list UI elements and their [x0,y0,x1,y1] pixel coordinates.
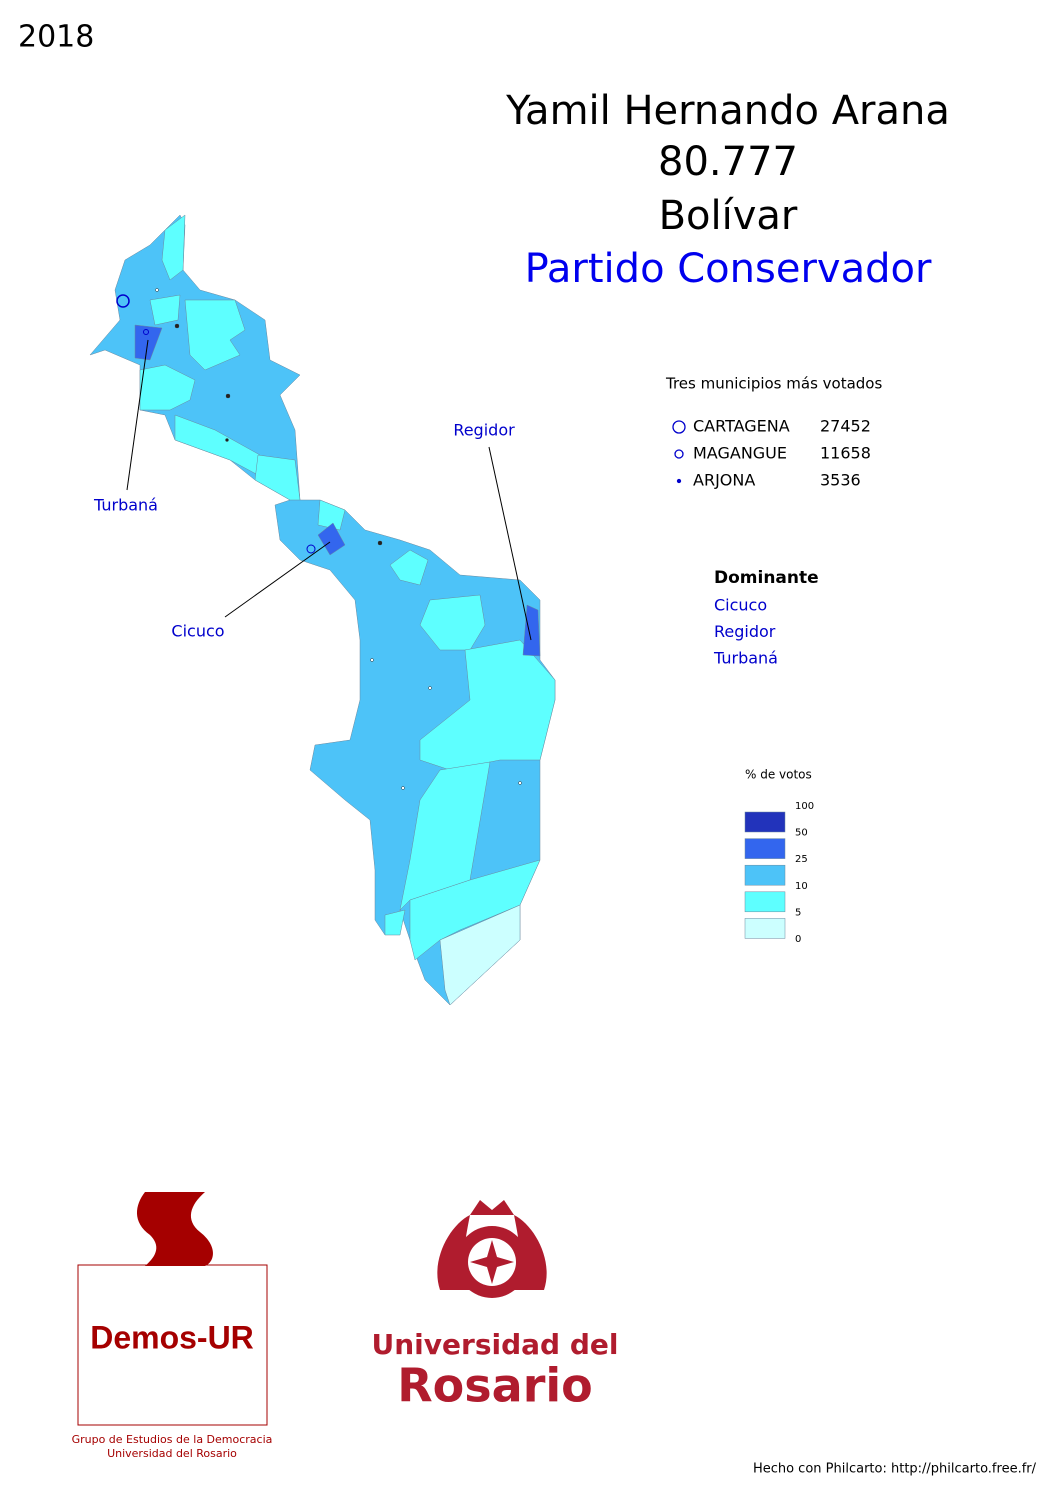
dot [518,781,522,785]
top-name: MAGANGUE [693,444,787,463]
leader-line [224,541,331,618]
region [184,299,246,371]
candidate: Yamil Hernando Arana [505,88,950,134]
map-label: Regidor [453,421,515,440]
top-symbol [676,478,682,484]
map-label: Cicuco [171,622,224,641]
top-marker [143,329,149,335]
region [139,364,196,411]
rosario-logo: Universidad del Rosario [372,1200,619,1413]
dominant-item: Cicuco [714,596,767,615]
top-title: Tres municipios más votados [665,375,882,393]
top-marker [306,544,316,554]
region [389,549,429,586]
region [149,294,181,326]
leader-line [488,446,532,641]
dominant-item: Regidor [714,622,776,641]
top-votes: 3536 [820,471,861,490]
logo-text: Universidad del [372,1328,619,1361]
dot [174,323,180,329]
legend-break: 0 [795,934,801,945]
logo-text: Demos-UR [90,1319,254,1355]
legend-title: % de votos [745,768,812,782]
region [134,324,163,361]
dot [155,288,159,292]
top-marker [116,294,130,308]
logo-frame [77,1264,268,1426]
region [161,214,186,281]
logo-text: Rosario [397,1359,593,1413]
region [317,499,346,531]
legend-break: 5 [795,907,801,918]
region [317,522,346,556]
region [522,604,541,657]
municipality-dots [155,288,522,790]
dot [401,786,405,790]
legend-break: 50 [795,828,808,839]
region [399,761,491,911]
legend-break: 100 [795,801,814,812]
year: 2018 [18,20,94,55]
logo-shape [136,1192,214,1266]
top-votes: 11658 [820,444,871,463]
legend-swatch [744,918,786,939]
dot [428,686,432,690]
top-name: CARTAGENA [693,417,790,436]
legend-break: 10 [795,881,808,892]
party: Partido Conservador [525,246,932,292]
top-symbol [672,420,686,434]
votes-total: 80.777 [658,139,798,185]
top-list: CARTAGENA 27452 MAGANGUE 11658 ARJONA 3536 [672,417,871,490]
logo-caption: Grupo de Estudios de la Democracia [72,1433,273,1446]
legend-swatch [744,838,786,859]
demos-logo: Demos-UR Grupo de Estudios de la Democra… [72,1192,273,1460]
region [409,859,541,961]
top-votes: 27452 [820,417,871,436]
logo-caption: Universidad del Rosario [107,1447,237,1460]
footer: Hecho con Philcarto: http://philcarto.fr… [753,1462,1037,1477]
dot [225,393,231,399]
dominant-title: Dominante [714,568,819,588]
emblem [470,1240,514,1284]
top-symbol [674,449,684,459]
region [384,909,406,936]
map: Turbaná Regidor Cicuco [89,214,556,1006]
map-label: Turbaná [93,496,158,515]
region [419,639,556,771]
dot [370,658,374,662]
department: Bolívar [659,193,798,239]
legend-break: 25 [795,854,808,865]
top-name: ARJONA [693,471,755,490]
leader-line [126,339,149,491]
legend-swatch [744,864,786,886]
legend-swatch [744,891,786,913]
emblem [437,1200,547,1290]
legend-swatch [744,811,786,833]
dominant-list: Cicuco Regidor Turbaná [713,596,778,668]
region [439,904,521,1006]
dot [225,438,229,442]
region [254,454,301,501]
dot [377,540,383,546]
dominant-item: Turbaná [713,649,778,668]
